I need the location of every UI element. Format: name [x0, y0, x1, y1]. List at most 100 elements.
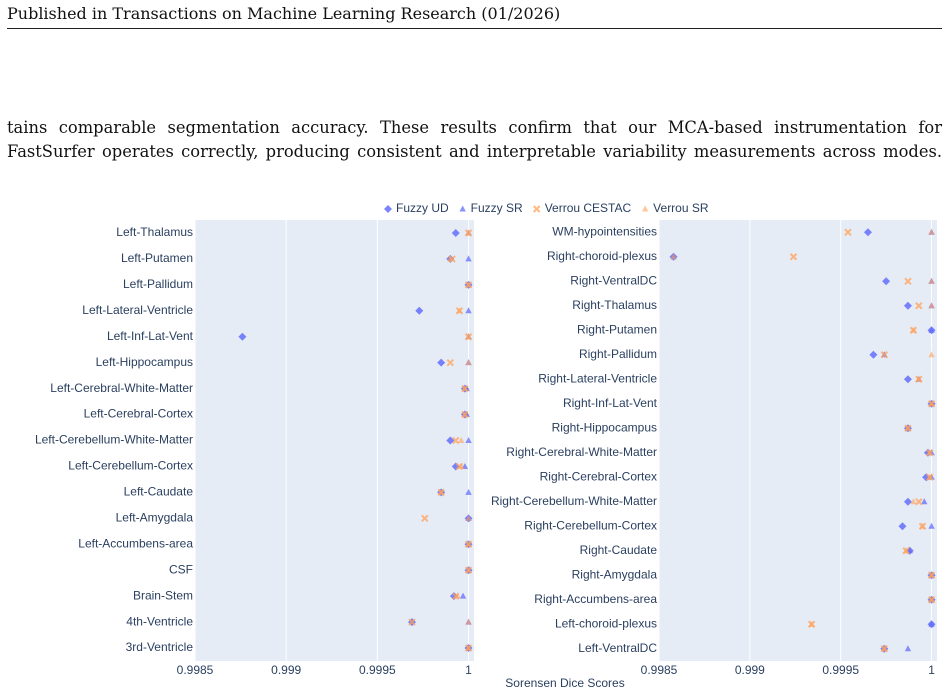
y-tick-label: Left-Pallidum	[123, 277, 193, 291]
marker-x	[532, 205, 541, 213]
marker-triangle	[670, 253, 677, 260]
marker-triangle	[919, 522, 926, 529]
marker-diamond	[882, 277, 891, 286]
y-tick-label: WM-hypointensities	[552, 224, 657, 238]
x-tick-label: 0.999	[735, 663, 765, 677]
marker-triangle	[465, 437, 472, 443]
y-tick-label: Right-Amygdala	[572, 567, 658, 581]
y-tick-label: Left-Amygdala	[116, 510, 194, 524]
marker-triangle	[915, 375, 923, 382]
marker-triangle	[904, 424, 912, 431]
y-tick-label: Left-Cerebral-Cortex	[84, 407, 193, 421]
x-axis-label: Sorensen Dice Scores	[505, 676, 624, 690]
marker-triangle	[465, 618, 472, 625]
marker-triangle	[808, 620, 815, 627]
marker-diamond	[898, 522, 907, 531]
y-tick-label: Left-Lateral-Ventricle	[82, 303, 193, 317]
marker-x	[446, 358, 455, 367]
y-tick-label: Right-Putamen	[577, 322, 657, 336]
y-tick-label: 3rd-Ventricle	[126, 640, 194, 654]
x-tick-label: 0.9995	[359, 663, 396, 677]
y-tick-label: Left-Caudate	[124, 485, 194, 499]
marker-x	[421, 514, 429, 523]
legend-label: Fuzzy SR	[471, 201, 523, 215]
marker-triangle	[904, 645, 912, 652]
y-tick-label: Right-Cerebral-White-Matter	[506, 445, 657, 459]
marker-x	[880, 351, 889, 359]
marker-triangle	[447, 255, 454, 262]
marker-x	[789, 253, 798, 261]
paragraph-line: FastSurfer operates correctly, producing…	[7, 142, 942, 161]
y-tick-label: Left-VentralDC	[578, 641, 657, 655]
y-tick-label: Left-Thalamus	[116, 225, 193, 239]
marker-triangle	[465, 307, 472, 314]
marker-diamond	[238, 332, 247, 341]
marker-diamond	[446, 436, 455, 445]
plot-area	[659, 220, 937, 661]
y-tick-label: Right-Caudate	[580, 543, 658, 557]
running-header: Published in Transactions on Machine Lea…	[7, 4, 561, 23]
marker-triangle	[928, 302, 935, 309]
marker-triangle	[921, 498, 928, 505]
marker-diamond	[903, 497, 912, 506]
marker-diamond	[903, 375, 912, 384]
marker-diamond	[437, 358, 446, 367]
marker-triangle	[459, 205, 466, 212]
y-tick-label: Left-Cerebral-White-Matter	[50, 381, 193, 395]
marker-x	[915, 498, 923, 506]
y-tick-label: Right-Hippocampus	[552, 420, 657, 434]
y-tick-label: Left-Accumbens-area	[78, 536, 193, 550]
y-tick-label: Right-Cerebral-Cortex	[540, 469, 657, 483]
paragraph-line: tains comparable segmentation accuracy. …	[7, 118, 942, 137]
marker-x	[452, 436, 460, 445]
marker-triangle	[910, 498, 917, 505]
marker-diamond	[415, 306, 424, 315]
marker-x	[915, 302, 923, 310]
marker-triangle	[465, 644, 472, 651]
x-tick-label: 1	[465, 663, 472, 677]
y-tick-label: Left-choroid-plexus	[555, 616, 657, 630]
y-tick-label: CSF	[169, 562, 193, 576]
marker-triangle	[461, 385, 469, 392]
y-tick-label: Right-Accumbens-area	[534, 592, 657, 606]
y-tick-label: Right-Cerebellum-Cortex	[524, 518, 657, 532]
marker-x	[844, 228, 852, 236]
marker-triangle	[926, 473, 933, 480]
marker-triangle	[465, 255, 472, 262]
y-tick-label: Brain-Stem	[133, 588, 193, 602]
marker-triangle	[465, 514, 472, 521]
y-tick-label: Left-Hippocampus	[96, 355, 193, 369]
marker-triangle	[465, 333, 472, 340]
y-tick-label: Left-Cerebellum-White-Matter	[35, 433, 193, 447]
marker-diamond	[903, 301, 912, 310]
y-tick-label: Right-Thalamus	[572, 298, 657, 312]
x-tick-label: 0.999	[271, 663, 301, 677]
marker-triangle	[926, 449, 933, 456]
marker-diamond	[863, 228, 872, 237]
legend-label: Verrou SR	[653, 201, 709, 215]
marker-triangle	[465, 359, 472, 366]
marker-triangle	[881, 645, 888, 652]
marker-x	[904, 277, 912, 285]
y-tick-label: Right-Pallidum	[579, 347, 657, 361]
y-tick-label: Right-Cerebellum-White-Matter	[491, 494, 657, 508]
marker-diamond	[451, 228, 460, 237]
plot-area	[195, 220, 474, 661]
y-tick-label: Left-Inf-Lat-Vent	[107, 329, 194, 343]
marker-triangle	[928, 571, 935, 578]
marker-triangle	[928, 400, 935, 407]
marker-diamond	[384, 205, 392, 213]
y-tick-label: Right-Inf-Lat-Vent	[563, 396, 658, 410]
marker-triangle	[456, 307, 463, 314]
marker-triangle	[461, 411, 469, 418]
y-tick-label: Left-Putamen	[121, 251, 193, 265]
y-tick-label: Right-VentralDC	[570, 273, 657, 287]
marker-triangle	[928, 522, 935, 529]
y-tick-label: Right-Lateral-Ventricle	[538, 371, 657, 385]
legend-label: Fuzzy UD	[396, 201, 449, 215]
y-tick-label: Left-Cerebellum-Cortex	[68, 459, 193, 473]
marker-triangle	[465, 229, 472, 236]
marker-triangle	[902, 547, 910, 554]
